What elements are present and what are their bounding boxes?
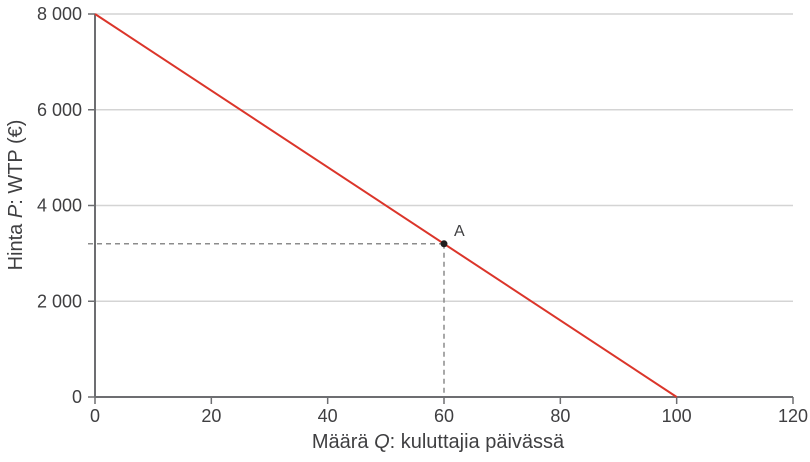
point-a-label: A — [454, 223, 465, 240]
y-tick-label: 2 000 — [37, 291, 82, 311]
x-tick-label: 60 — [434, 406, 454, 426]
y-tick-label: 8 000 — [37, 4, 82, 24]
y-axis-label-pre: Hinta — [5, 218, 27, 270]
y-axis-label-var: P — [5, 204, 27, 218]
point-a — [440, 240, 448, 248]
demand-wtp-line — [94, 13, 678, 398]
y-axis-label-post: : WTP (€) — [5, 120, 27, 205]
x-tick-label: 120 — [778, 406, 808, 426]
y-tick-label: 0 — [72, 387, 82, 407]
y-tick-label: 6 000 — [37, 100, 82, 120]
x-tick-label: 80 — [550, 406, 570, 426]
x-axis-label-var: Q — [374, 431, 390, 453]
y-tick-label: 4 000 — [37, 196, 82, 216]
x-axis-label-post: : kuluttajia päivässä — [390, 431, 565, 453]
x-axis-label-pre: Määrä — [312, 431, 374, 453]
x-axis-label: Määrä Q: kuluttajia päivässä — [312, 431, 565, 453]
x-tick-label: 20 — [201, 406, 221, 426]
plot-area: 0 20 40 60 80 100 120 0 2 000 4 000 6 000 8 000 A — [37, 4, 808, 426]
y-axis-label: Hinta P: WTP (€) — [5, 120, 27, 271]
x-tick-label: 40 — [318, 406, 338, 426]
x-tick-label: 0 — [90, 406, 100, 426]
x-tick-label: 100 — [662, 406, 692, 426]
